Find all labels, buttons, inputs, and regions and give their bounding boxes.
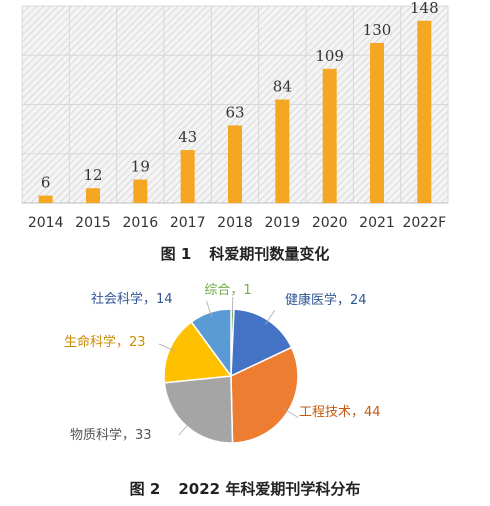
pie-slice-物质科学 <box>163 375 234 444</box>
figure-1-number: 图 1 <box>160 245 192 263</box>
bar-2014 <box>38 195 53 203</box>
pie-leader-line <box>264 310 276 325</box>
figure-1-caption: 图 1 科爱期刊数量变化 <box>0 243 490 264</box>
bar-value-label: 43 <box>178 128 197 146</box>
figure-2-caption: 图 2 2022 年科爱期刊学科分布 <box>0 478 490 499</box>
x-tick-label: 2018 <box>217 215 253 231</box>
pie-label: 综合，1 <box>204 283 251 298</box>
bar-value-label: 6 <box>41 174 51 192</box>
bar-value-label: 63 <box>225 103 244 121</box>
bar-2020 <box>322 68 337 203</box>
figure-2-title: 2022 年科爱期刊学科分布 <box>178 480 361 498</box>
pie-chart: 综合，1 健康医学，24 工程技术，44 物质科学，33 生命科学，23 社会科学，14 <box>64 283 381 444</box>
x-tick-label: 2016 <box>123 215 159 231</box>
bar-value-label: 109 <box>315 47 344 65</box>
bar-2022F <box>417 20 432 204</box>
x-tick-label: 2022F <box>402 215 446 231</box>
pie-label: 健康医学，24 <box>285 292 367 308</box>
bar-2015 <box>86 188 100 203</box>
bar-value-label: 12 <box>83 166 102 184</box>
pie-label: 物质科学，33 <box>70 427 152 443</box>
bar-chart: 6 2014 12 2015 19 2016 43 2017 63 2018 84 2019 109 20… <box>21 0 449 231</box>
pie-label: 社会科学，14 <box>91 291 173 307</box>
x-tick-label: 2019 <box>265 215 301 231</box>
bar-2019 <box>275 99 290 203</box>
pie-leader-line <box>206 300 213 318</box>
pie-leader-line <box>178 421 191 436</box>
bar-value-label: 84 <box>273 78 292 96</box>
x-tick-label: 2020 <box>312 215 348 231</box>
bar-value-label: 148 <box>410 0 439 17</box>
bar-2016 <box>133 179 148 203</box>
pie-label: 工程技术，44 <box>299 405 381 420</box>
figure-2-number: 图 2 <box>129 480 161 498</box>
figure-1-title: 科爱期刊数量变化 <box>209 245 330 263</box>
pie-label: 生命科学，23 <box>64 334 146 350</box>
x-tick-label: 2017 <box>170 215 206 231</box>
x-tick-label: 2014 <box>28 215 64 231</box>
bar-2017 <box>180 150 195 203</box>
x-tick-label: 2021 <box>359 215 395 231</box>
bar-2021 <box>370 42 384 203</box>
bar-2018 <box>228 125 242 203</box>
bar-value-label: 130 <box>363 21 392 39</box>
x-tick-label: 2015 <box>75 215 111 231</box>
pie-leader-line <box>158 343 175 352</box>
bar-value-label: 19 <box>131 158 150 176</box>
pie-leader-line <box>283 408 299 418</box>
